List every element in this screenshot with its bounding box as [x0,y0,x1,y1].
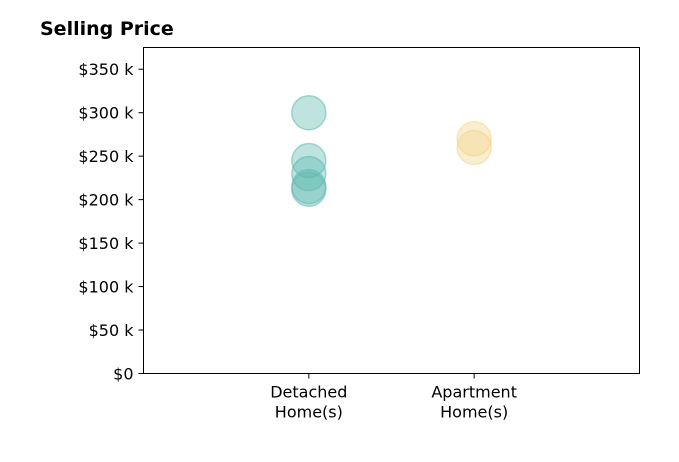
data-point [291,155,327,192]
data-point [456,121,492,157]
y-axis: $0 $50 k $100 k $150 k $200 k $250 k $300 k $35… [78,60,144,384]
data-point [291,142,327,179]
x-axis: Detached Home(s) Apartment Home(s) [270,373,517,422]
y-tick-label: $300 k [78,104,134,123]
y-tick-label: $100 k [78,278,134,297]
chart-title: Selling Price [40,18,174,40]
x-tick-label: Detached Home(s) [270,383,347,422]
points-layer [291,94,492,207]
y-tick-label: $50 k [89,321,135,340]
x-tick-label: Apartment Home(s) [431,383,517,422]
data-point [291,171,327,207]
y-tick-label: $200 k [78,191,134,210]
y-tick-label: $150 k [78,234,134,253]
data-point [456,129,492,166]
y-tick-label: $0 [113,365,133,384]
y-tick-label: $250 k [78,147,134,166]
plot-frame [143,47,640,374]
data-point [291,94,327,131]
y-tick-label: $350 k [78,60,134,79]
